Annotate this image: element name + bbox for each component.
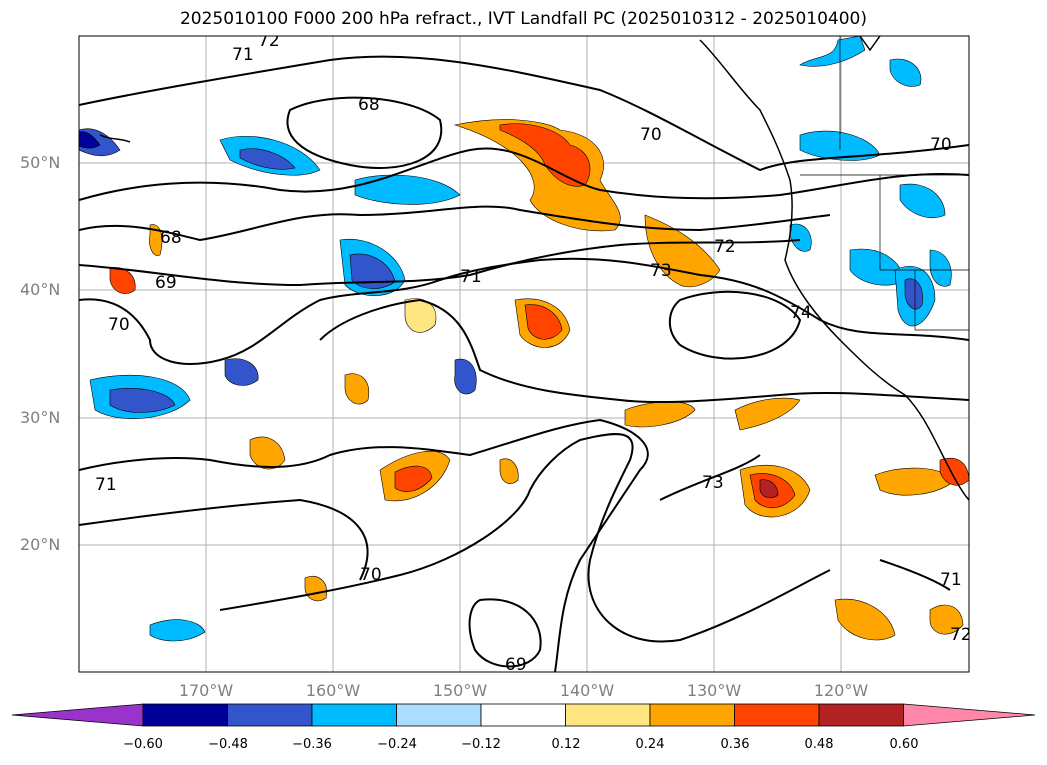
contour-label: 70 <box>930 135 952 155</box>
map-frame <box>78 35 970 673</box>
contour-label: 73 <box>650 261 672 281</box>
colorbar-segment <box>227 703 313 727</box>
shading-positive <box>109 119 969 641</box>
colorbar-tick: −0.60 <box>123 737 163 752</box>
colorbar-segment <box>734 703 820 727</box>
contour-label: 68 <box>160 228 182 248</box>
contour-label: 70 <box>108 315 130 335</box>
colorbar <box>11 703 1036 727</box>
colorbar-tick: 0.48 <box>804 737 834 752</box>
contour-label: 70 <box>640 125 662 145</box>
lon-label-150w: 150°W <box>432 681 488 700</box>
contour-label: 72 <box>950 625 972 645</box>
colorbar-tick: 0.12 <box>551 737 581 752</box>
contour-labels: 72 71 68 70 70 68 69 71 72 73 70 71 73 7… <box>95 31 972 675</box>
colorbar-extend-high <box>903 703 1036 727</box>
contour-label: 71 <box>95 475 117 495</box>
lon-label-170w: 170°W <box>178 681 234 700</box>
contour-label: 73 <box>702 473 724 493</box>
colorbar-segment <box>142 703 228 727</box>
colorbar-segment <box>649 703 735 727</box>
contour-label: 72 <box>714 237 736 257</box>
contour-label: 70 <box>360 565 382 585</box>
map-area: 72 71 68 70 70 68 69 71 72 73 70 71 73 7… <box>79 31 972 675</box>
colorbar-tick: 0.24 <box>635 737 665 752</box>
lon-label-130w: 130°W <box>686 681 742 700</box>
colorbar-extend-low <box>11 703 144 727</box>
colorbar-segment <box>311 703 397 727</box>
colorbar-segment <box>480 703 566 727</box>
contour-label: 72 <box>258 31 280 51</box>
map-title: 2025010100 F000 200 hPa refract., IVT La… <box>179 9 867 29</box>
colorbar-tick: −0.48 <box>208 737 248 752</box>
contour-label: 74 <box>790 303 812 323</box>
contour-label: 71 <box>460 267 482 287</box>
contour-label: 69 <box>505 655 527 675</box>
lon-label-160w: 160°W <box>305 681 361 700</box>
contour-label: 71 <box>232 45 254 65</box>
contour-label: 71 <box>940 570 962 590</box>
coastline <box>99 36 969 501</box>
colorbar-tick: −0.24 <box>377 737 417 752</box>
colorbar-tick: −0.36 <box>292 737 332 752</box>
colorbar-tick: −0.12 <box>461 737 501 752</box>
lat-label-50n: 50°N <box>20 153 61 172</box>
colorbar-tick: 0.36 <box>720 737 750 752</box>
borders <box>800 36 969 331</box>
lat-label-40n: 40°N <box>20 280 61 299</box>
colorbar-tick: 0.60 <box>889 737 919 752</box>
lat-label-20n: 20°N <box>20 535 61 554</box>
lon-label-120w: 120°W <box>813 681 869 700</box>
contour-label: 68 <box>358 95 380 115</box>
lat-label-30n: 30°N <box>20 408 61 427</box>
height-contours <box>79 55 969 672</box>
contour-label: 69 <box>155 273 177 293</box>
colorbar-segment <box>565 703 651 727</box>
colorbar-segment <box>396 703 482 727</box>
colorbar-segment <box>818 703 904 727</box>
lon-label-140w: 140°W <box>559 681 615 700</box>
